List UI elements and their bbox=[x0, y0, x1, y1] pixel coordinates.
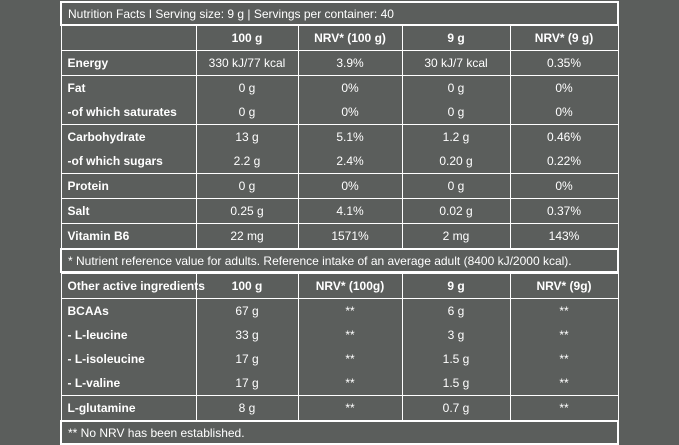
data-row: BCAAs 67 g ** 6 g ** bbox=[60, 298, 619, 323]
header-cell: 100 g bbox=[195, 24, 299, 51]
data-row: -of which sugars 2.2 g 2.4% 0.20 g 0.22% bbox=[60, 149, 619, 174]
cell: 13 g bbox=[195, 124, 299, 149]
data-row: Protein 0 g 0% 0 g 0% bbox=[60, 173, 619, 199]
cell: 0 g bbox=[195, 75, 299, 100]
cell: 30 kJ/7 kcal bbox=[401, 50, 511, 76]
data-row: - L-isoleucine 17 g ** 1.5 g ** bbox=[60, 347, 619, 371]
cell: 3 g bbox=[401, 323, 511, 347]
cell: 3.9% bbox=[297, 50, 403, 76]
cell: 0.7 g bbox=[401, 395, 511, 422]
data-row: -of which saturates 0 g 0% 0 g 0% bbox=[60, 100, 619, 125]
cell: 0 g bbox=[401, 100, 511, 125]
row-label: - L-isoleucine bbox=[60, 347, 197, 371]
footnote: * Nutrient reference value for adults. R… bbox=[59, 248, 620, 273]
nutrition-table: Nutrition Facts I Serving size: 9 g | Se… bbox=[59, 1, 620, 273]
row-label: Protein bbox=[60, 173, 197, 199]
cell: 17 g bbox=[195, 347, 299, 371]
data-row: - L-valine 17 g ** 1.5 g ** bbox=[60, 371, 619, 396]
cell: 1.5 g bbox=[401, 371, 511, 396]
row-label: - L-leucine bbox=[60, 323, 197, 347]
cell: 0 g bbox=[195, 100, 299, 125]
row-label: Fat bbox=[60, 75, 197, 100]
cell: 0 g bbox=[401, 173, 511, 199]
cell: ** bbox=[297, 323, 403, 347]
cell: 0.25 g bbox=[195, 198, 299, 224]
row-label: Vitamin B6 bbox=[60, 223, 197, 250]
header-cell: 9 g bbox=[401, 272, 511, 299]
header-cell: NRV* (9 g) bbox=[509, 24, 619, 51]
header-cell: 9 g bbox=[401, 24, 511, 51]
cell: 67 g bbox=[195, 298, 299, 323]
header-cell bbox=[60, 24, 197, 51]
cell: 0% bbox=[509, 100, 619, 125]
header-row: Other active ingredients 100 g NRV* (100g)… bbox=[60, 272, 619, 299]
cell: 1571% bbox=[297, 223, 403, 250]
row-label: - L-valine bbox=[60, 371, 197, 396]
row-label: Carbohydrate bbox=[60, 124, 197, 149]
cell: 0 g bbox=[195, 173, 299, 199]
header-cell: 100 g bbox=[195, 272, 299, 299]
cell: 0% bbox=[297, 173, 403, 199]
cell: 2.4% bbox=[297, 149, 403, 174]
data-row: Carbohydrate 13 g 5.1% 1.2 g 0.46% bbox=[60, 124, 619, 149]
cell: 17 g bbox=[195, 371, 299, 396]
cell: 22 mg bbox=[195, 223, 299, 250]
data-row: Vitamin B6 22 mg 1571% 2 mg 143% bbox=[60, 223, 619, 250]
row-label: Energy bbox=[60, 50, 197, 76]
cell: 143% bbox=[509, 223, 619, 250]
row-label: -of which sugars bbox=[60, 149, 197, 174]
cell: 0% bbox=[297, 75, 403, 100]
cell: 0.20 g bbox=[401, 149, 511, 174]
header-cell: Other active ingredients bbox=[60, 272, 205, 299]
header-cell: NRV* (100g) bbox=[297, 272, 403, 299]
cell: 0 g bbox=[401, 75, 511, 100]
cell: 0.46% bbox=[509, 124, 619, 149]
data-row: Fat 0 g 0% 0 g 0% bbox=[60, 75, 619, 100]
cell: 5.1% bbox=[297, 124, 403, 149]
cell: 1.5 g bbox=[401, 347, 511, 371]
cell: ** bbox=[509, 347, 619, 371]
cell: 2 mg bbox=[401, 223, 511, 250]
table-title: Nutrition Facts I Serving size: 9 g | Se… bbox=[59, 1, 620, 26]
data-row: Energy 330 kJ/77 kcal 3.9% 30 kJ/7 kcal 0.35… bbox=[60, 50, 619, 76]
cell: 0% bbox=[509, 173, 619, 199]
cell: 0.02 g bbox=[401, 198, 511, 224]
header-cell: NRV* (9g) bbox=[509, 272, 619, 299]
row-label: L-glutamine bbox=[60, 395, 197, 422]
cell: 0% bbox=[297, 100, 403, 125]
cell: 1.2 g bbox=[401, 124, 511, 149]
cell: ** bbox=[297, 347, 403, 371]
row-label: BCAAs bbox=[60, 298, 197, 323]
cell: 330 kJ/77 kcal bbox=[195, 50, 299, 76]
header-cell: NRV* (100 g) bbox=[297, 24, 403, 51]
cell: 4.1% bbox=[297, 198, 403, 224]
data-row: Salt 0.25 g 4.1% 0.02 g 0.37% bbox=[60, 198, 619, 224]
title-row: Nutrition Facts I Serving size: 9 g | Se… bbox=[59, 1, 620, 26]
cell: ** bbox=[509, 298, 619, 323]
data-row: L-glutamine 8 g ** 0.7 g ** bbox=[60, 395, 619, 422]
cell: ** bbox=[297, 298, 403, 323]
cell: 0% bbox=[509, 75, 619, 100]
ingredients-table: Other active ingredients 100 g NRV* (100g)… bbox=[60, 272, 619, 445]
header-row: 100 g NRV* (100 g) 9 g NRV* (9 g) bbox=[60, 24, 619, 51]
cell: 2.2 g bbox=[195, 149, 299, 174]
row-label: Salt bbox=[60, 198, 197, 224]
cell: 33 g bbox=[195, 323, 299, 347]
cell: 0.35% bbox=[509, 50, 619, 76]
cell: 6 g bbox=[401, 298, 511, 323]
row-label: -of which saturates bbox=[60, 100, 197, 125]
cell: ** bbox=[297, 395, 403, 422]
cell: ** bbox=[509, 371, 619, 396]
data-row: - L-leucine 33 g ** 3 g ** bbox=[60, 323, 619, 347]
cell: ** bbox=[509, 395, 619, 422]
cell: 0.37% bbox=[509, 198, 619, 224]
cell: 8 g bbox=[195, 395, 299, 422]
cell: ** bbox=[297, 371, 403, 396]
footnote-row: * Nutrient reference value for adults. R… bbox=[59, 248, 620, 273]
cell: ** bbox=[509, 323, 619, 347]
cell: 0.22% bbox=[509, 149, 619, 174]
